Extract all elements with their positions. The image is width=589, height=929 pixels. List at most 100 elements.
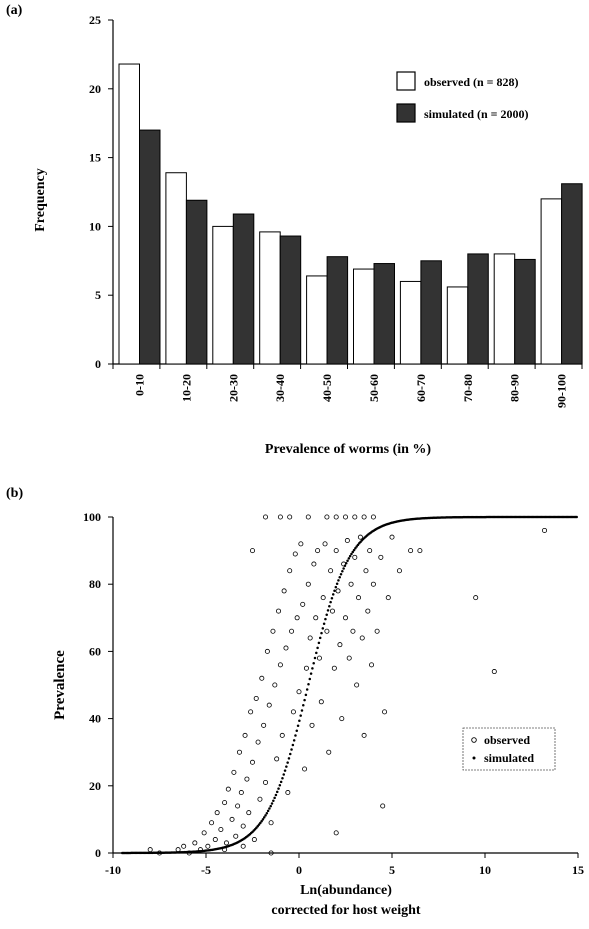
simulated-point bbox=[265, 811, 269, 815]
x-tick-label: 40-50 bbox=[320, 374, 334, 402]
observed-point bbox=[335, 588, 341, 594]
y-tick-label: 40 bbox=[89, 712, 101, 726]
observed-point bbox=[192, 840, 198, 846]
simulated-point bbox=[272, 799, 275, 802]
observed-point bbox=[329, 608, 335, 614]
simulated-point bbox=[341, 570, 344, 573]
observed-point bbox=[354, 682, 360, 688]
simulated-point bbox=[342, 567, 345, 570]
simulated-point bbox=[298, 719, 301, 722]
observed-point bbox=[318, 699, 324, 705]
x-tick-label: 5 bbox=[389, 863, 395, 877]
x-tick-label: 0-10 bbox=[133, 374, 147, 396]
observed-point bbox=[263, 779, 269, 785]
observed-point bbox=[259, 675, 265, 681]
y-tick-label: 10 bbox=[89, 219, 101, 233]
simulated-point bbox=[334, 585, 338, 589]
observed-point bbox=[240, 843, 246, 849]
scatter-simulated-series bbox=[121, 515, 578, 855]
observed-point bbox=[389, 534, 395, 540]
observed-point bbox=[233, 833, 239, 839]
observed-point bbox=[305, 581, 311, 587]
simulated-point bbox=[266, 809, 270, 813]
observed-point bbox=[370, 581, 376, 587]
simulated-point bbox=[321, 627, 325, 630]
legend-label-simulated-b: simulated bbox=[484, 751, 534, 765]
observed-point bbox=[320, 595, 326, 601]
simulated-point bbox=[309, 672, 313, 675]
observed-point bbox=[378, 554, 384, 560]
observed-point bbox=[369, 662, 375, 668]
legend-marker-simulated bbox=[472, 756, 476, 760]
observed-point bbox=[313, 615, 319, 621]
simulated-point bbox=[259, 821, 262, 825]
legend-swatch-observed bbox=[396, 71, 416, 91]
simulated-point bbox=[275, 790, 279, 794]
observed-point bbox=[181, 843, 187, 849]
observed-point bbox=[276, 608, 282, 614]
bar-simulated bbox=[139, 129, 161, 365]
observed-point bbox=[270, 628, 276, 634]
simulated-point bbox=[308, 677, 312, 681]
simulated-point bbox=[302, 704, 305, 707]
observed-point bbox=[287, 568, 293, 574]
observed-point bbox=[473, 595, 479, 601]
simulated-point bbox=[277, 787, 280, 790]
observed-point bbox=[324, 628, 330, 634]
x-tick-label: 80-90 bbox=[508, 374, 522, 402]
observed-point bbox=[344, 538, 350, 544]
simulated-point bbox=[354, 547, 357, 550]
y-tick-label: 15 bbox=[89, 151, 101, 165]
scatter-observed-series bbox=[147, 514, 548, 856]
simulated-point bbox=[313, 656, 317, 660]
observed-point bbox=[361, 732, 367, 738]
observed-point bbox=[316, 655, 322, 661]
simulated-point bbox=[320, 631, 323, 635]
observed-point bbox=[331, 665, 337, 671]
bar-simulated bbox=[467, 253, 489, 365]
bar-observed bbox=[399, 280, 422, 365]
observed-point bbox=[337, 642, 343, 648]
observed-point bbox=[261, 722, 267, 728]
simulated-point bbox=[339, 572, 343, 576]
observed-point bbox=[246, 810, 252, 816]
simulated-point bbox=[338, 575, 341, 579]
simulated-point bbox=[347, 557, 351, 560]
observed-point bbox=[322, 541, 328, 547]
bar-simulated bbox=[561, 183, 583, 365]
observed-point bbox=[214, 810, 220, 816]
x-tick-label: 50-60 bbox=[367, 374, 381, 402]
observed-point bbox=[279, 732, 285, 738]
simulated-point bbox=[269, 804, 272, 808]
simulated-point bbox=[291, 743, 295, 747]
observed-point bbox=[236, 749, 242, 755]
observed-point bbox=[268, 850, 274, 856]
simulated-point bbox=[257, 823, 261, 826]
simulated-point bbox=[346, 559, 349, 563]
bar-observed bbox=[353, 268, 375, 365]
simulated-point bbox=[305, 688, 309, 691]
observed-point bbox=[201, 830, 207, 836]
bar-chart-x-ticks: 0-10 10-20 20-30 30-40 40-50 50-60 60-70 70-80 8… bbox=[112, 364, 583, 408]
simulated-point bbox=[292, 739, 296, 742]
simulated-point bbox=[262, 816, 266, 819]
observed-point bbox=[363, 568, 369, 574]
observed-point bbox=[307, 635, 313, 641]
panel-label-b: (b) bbox=[6, 486, 23, 501]
y-tick-label: 25 bbox=[89, 13, 101, 27]
simulated-point bbox=[278, 784, 282, 787]
scatter-y-label: Prevalence bbox=[52, 650, 68, 720]
observed-point bbox=[417, 548, 423, 554]
simulated-point bbox=[304, 693, 308, 697]
y-tick-label: 5 bbox=[95, 288, 101, 302]
simulated-point bbox=[348, 554, 352, 558]
simulated-point bbox=[330, 596, 334, 600]
observed-point bbox=[225, 786, 231, 792]
simulated-point bbox=[286, 761, 289, 764]
observed-point bbox=[209, 820, 215, 826]
observed-point bbox=[251, 837, 257, 843]
observed-point bbox=[294, 615, 300, 621]
bar-simulated bbox=[373, 263, 395, 365]
observed-point bbox=[272, 682, 278, 688]
